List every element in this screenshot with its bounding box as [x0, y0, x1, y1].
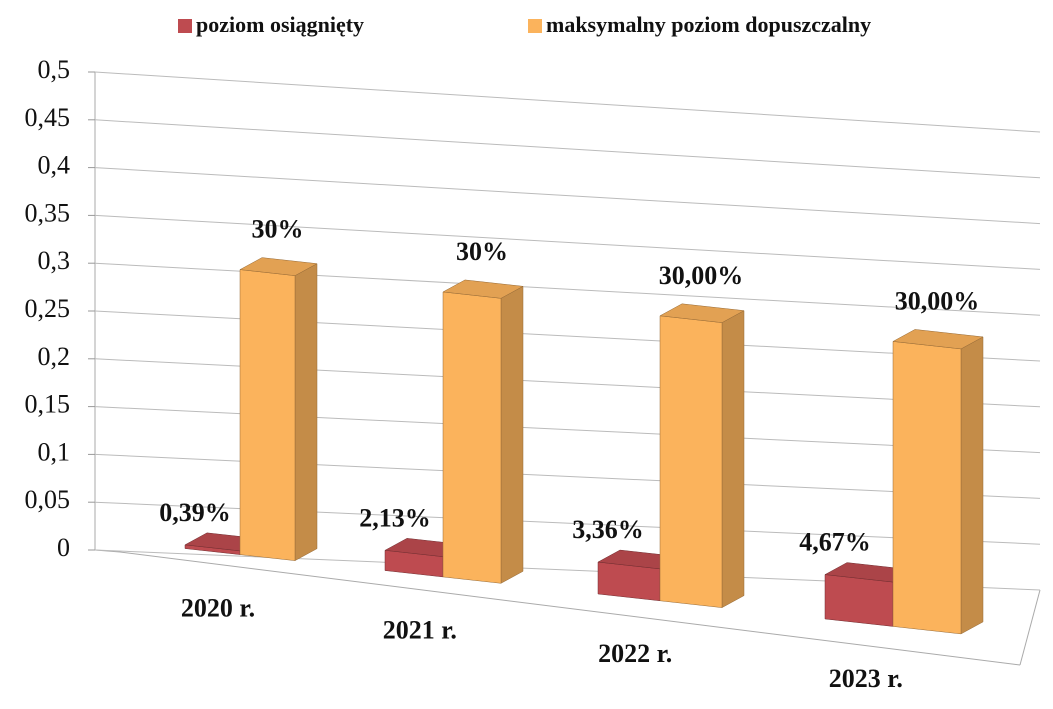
bar-top	[239, 257, 318, 276]
bar-front	[659, 315, 723, 608]
y-tick-label: 0,15	[25, 390, 71, 419]
x-tick-label: 2021 r.	[383, 616, 457, 645]
x-tick-label: 2020 r.	[181, 594, 255, 623]
bar	[659, 303, 745, 609]
value-label: 4,67%	[799, 528, 871, 557]
bar-top	[442, 279, 524, 299]
y-tick-label: 0,1	[38, 437, 71, 466]
y-tick-label: 0,5	[38, 55, 71, 84]
legend-label: poziom osiągnięty	[196, 12, 364, 37]
floor-front	[119, 551, 1021, 666]
y-tick-label: 0,05	[25, 485, 71, 514]
y-tick-label: 0,2	[38, 342, 71, 371]
floor-right	[1019, 589, 1041, 666]
value-label: 0,39%	[159, 498, 231, 527]
grid-line	[94, 167, 1041, 225]
value-label: 3,36%	[572, 515, 644, 544]
y-tick-label: 0,4	[38, 151, 71, 180]
y-tick-label: 0,35	[25, 198, 71, 227]
legend-swatch	[178, 19, 192, 33]
x-tick-label: 2023 r.	[829, 664, 903, 693]
y-tick-label: 0,3	[38, 246, 71, 275]
bar-side	[500, 285, 524, 584]
value-label: 30,00%	[895, 286, 980, 315]
y-tick-label: 0,45	[25, 103, 71, 132]
bar-side	[960, 336, 984, 635]
bar-top	[892, 329, 984, 350]
grid-line	[94, 71, 1041, 133]
y-tick-label: 0,25	[25, 294, 71, 323]
legend-label: maksymalny poziom dopuszczalny	[546, 12, 871, 37]
bar	[239, 257, 318, 562]
grid-line	[94, 214, 1041, 270]
grid-line	[94, 119, 1041, 179]
value-label: 30%	[456, 237, 508, 266]
bar-side	[294, 263, 318, 562]
value-label: 2,13%	[359, 503, 431, 532]
value-label: 30%	[252, 215, 304, 244]
bar-front	[824, 574, 894, 627]
y-tick-label: 0	[57, 533, 70, 562]
bar	[892, 329, 984, 635]
bar-front	[442, 291, 502, 584]
bar	[442, 279, 524, 584]
x-tick-label: 2022 r.	[598, 639, 672, 668]
bar-side	[721, 310, 745, 609]
bar-front	[892, 341, 962, 635]
legend-swatch	[528, 19, 542, 33]
value-label: 30,00%	[659, 261, 744, 290]
bar-front	[239, 269, 296, 561]
bar-top	[659, 303, 745, 323]
